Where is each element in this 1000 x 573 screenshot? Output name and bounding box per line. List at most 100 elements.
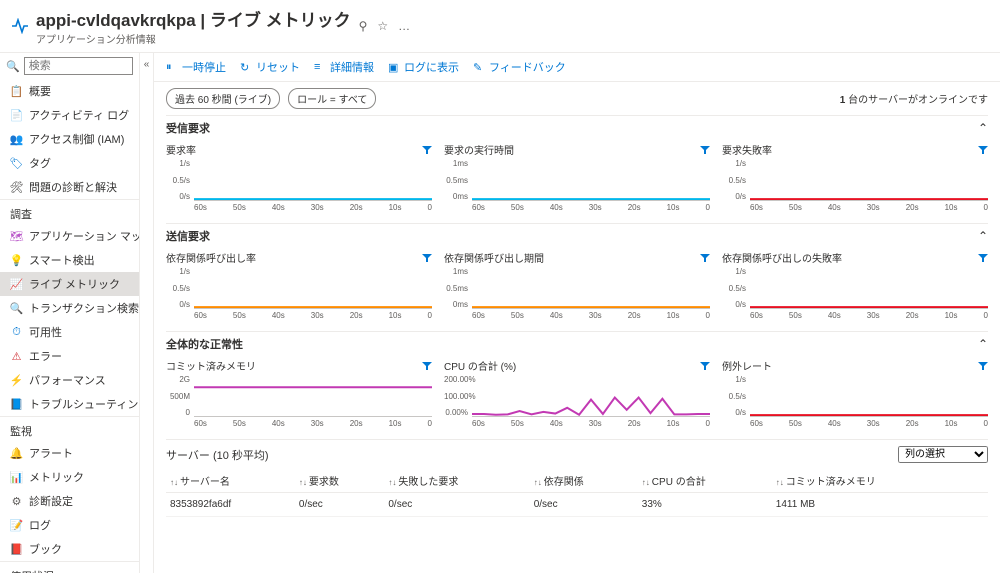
toolbar-label: 一時停止 — [182, 59, 226, 75]
filter-icon[interactable] — [422, 253, 432, 263]
y-tick: 0.5ms — [444, 284, 468, 293]
x-tick: 30s — [867, 311, 880, 323]
x-tick: 10s — [667, 419, 680, 431]
x-tick: 10s — [667, 311, 680, 323]
sidebar-search-input[interactable] — [24, 57, 133, 75]
toolbar-label: ログに表示 — [404, 59, 459, 75]
sidebar-item[interactable]: 🗺アプリケーション マップ — [0, 224, 139, 248]
x-tick: 20s — [906, 311, 919, 323]
sidebar-item[interactable]: 💡スマート検出 — [0, 248, 139, 272]
x-tick: 30s — [589, 311, 602, 323]
chart: 要求率1/s0.5/s0/s60s50s40s30s20s10s0 — [166, 140, 432, 219]
sidebar-item[interactable]: 📈ライブ メトリック — [0, 272, 139, 296]
sidebar-item[interactable]: 📋概要 — [0, 79, 139, 103]
x-tick: 40s — [550, 203, 563, 215]
filter-icon[interactable] — [978, 145, 988, 155]
y-tick: 1ms — [444, 159, 468, 168]
y-tick: 1/s — [166, 267, 190, 276]
filter-row: 過去 60 秒間 (ライブ) ロール = すべて 1 1 台のサーバーがオンライ… — [154, 82, 1000, 115]
sidebar-item[interactable]: ⚡パフォーマンス — [0, 368, 139, 392]
sidebar-item[interactable]: 🛠問題の診断と解決 — [0, 175, 139, 199]
nav-item-label: スマート検出 — [29, 252, 95, 268]
nav-item-label: ログ — [29, 517, 51, 533]
chart-title: 依存関係呼び出しの失敗率 — [722, 250, 978, 265]
sidebar-item[interactable]: 🔔アラート — [0, 441, 139, 465]
sidebar-item[interactable]: 📄アクティビティ ログ — [0, 103, 139, 127]
page-header: appi-cvldqavkrqkpa | ライブ メトリック アプリケーション分… — [0, 0, 1000, 53]
section-header[interactable]: 送信要求⌃ — [166, 223, 988, 248]
sidebar-item[interactable]: 👥アクセス制御 (IAM) — [0, 127, 139, 151]
toolbar-button[interactable]: ✎フィードバック — [473, 59, 566, 75]
filter-icon[interactable] — [978, 253, 988, 263]
table-cell: 1411 MB — [772, 493, 973, 517]
sort-icon: ↑↓ — [534, 478, 542, 487]
toolbar-button[interactable]: ↻リセット — [240, 59, 300, 75]
nav-item-icon: 🏷 — [10, 157, 23, 170]
nav-item-label: アラート — [29, 445, 73, 461]
nav-item-label: メトリック — [29, 469, 84, 485]
x-tick: 10s — [389, 419, 402, 431]
time-range-pill[interactable]: 過去 60 秒間 (ライブ) — [166, 88, 280, 109]
nav-group-title: 使用状況 — [0, 561, 139, 573]
sidebar: 🔍 📋概要📄アクティビティ ログ👥アクセス制御 (IAM)🏷タグ🛠問題の診断と解… — [0, 53, 140, 573]
section-header[interactable]: 全体的な正常性⌃ — [166, 331, 988, 356]
toolbar-button[interactable]: ⏸一時停止 — [166, 59, 226, 75]
filter-icon[interactable] — [700, 253, 710, 263]
filter-icon[interactable] — [422, 145, 432, 155]
x-tick: 10s — [389, 203, 402, 215]
table-row[interactable]: 8353892fa6df0/sec0/sec0/sec33%1411 MB — [166, 493, 988, 517]
sidebar-item[interactable]: 📕ブック — [0, 537, 139, 561]
nav-item-icon: 🛠 — [10, 181, 23, 194]
sidebar-collapse[interactable]: « — [140, 53, 154, 573]
column-select[interactable]: 列の選択 — [898, 446, 988, 463]
nav-item-icon: 📄 — [10, 109, 23, 122]
chart-title: 例外レート — [722, 358, 978, 373]
toolbar-button[interactable]: ≡詳細情報 — [314, 59, 374, 75]
servers-title: サーバー (10 秒平均) — [166, 447, 269, 463]
sidebar-item[interactable]: 🔍トランザクション検索 — [0, 296, 139, 320]
toolbar-icon: ✎ — [473, 61, 485, 73]
chart-title: CPU の合計 (%) — [444, 358, 700, 373]
x-tick: 0 — [984, 419, 988, 431]
filter-icon[interactable] — [978, 361, 988, 371]
table-header[interactable]: ↑↓サーバー名 — [166, 469, 295, 493]
toolbar-button[interactable]: ▣ログに表示 — [388, 59, 459, 75]
x-tick: 0 — [706, 419, 710, 431]
filter-icon[interactable] — [700, 145, 710, 155]
x-tick: 0 — [428, 203, 432, 215]
nav-item-icon: ⚠ — [10, 350, 23, 363]
filter-icon[interactable] — [422, 361, 432, 371]
x-tick: 50s — [511, 419, 524, 431]
more-icon[interactable]: … — [398, 19, 410, 33]
nav-item-icon: 📘 — [10, 398, 23, 411]
nav-item-label: 概要 — [29, 83, 51, 99]
section-title: 全体的な正常性 — [166, 336, 243, 352]
table-header[interactable]: ↑↓コミット済みメモリ — [772, 469, 973, 493]
x-tick: 60s — [750, 203, 763, 215]
nav-item-label: トラブルシューティング ガイド (プレビュー) — [29, 396, 139, 412]
sidebar-item[interactable]: 📝ログ — [0, 513, 139, 537]
sidebar-item[interactable]: 🏷タグ — [0, 151, 139, 175]
nav-item-label: アクセス制御 (IAM) — [29, 131, 124, 147]
sidebar-item[interactable]: 📘 トラブルシューティング ガイド (プレビュー) — [0, 392, 139, 416]
filter-icon[interactable] — [700, 361, 710, 371]
sidebar-item[interactable]: ⚠エラー — [0, 344, 139, 368]
nav-item-label: 可用性 — [29, 324, 62, 340]
table-header[interactable]: ↑↓CPU の合計 — [638, 469, 772, 493]
role-filter-pill[interactable]: ロール = すべて — [288, 88, 376, 109]
y-tick: 0ms — [444, 300, 468, 309]
table-header[interactable]: ↑↓要求数 — [295, 469, 384, 493]
sidebar-item[interactable]: 📊メトリック — [0, 465, 139, 489]
x-tick: 20s — [906, 419, 919, 431]
sidebar-item[interactable]: ⏱可用性 — [0, 320, 139, 344]
chart-title: 依存関係呼び出し期間 — [444, 250, 700, 265]
sidebar-item[interactable]: ⚙診断設定 — [0, 489, 139, 513]
x-tick: 20s — [906, 203, 919, 215]
section-header[interactable]: 受信要求⌃ — [166, 115, 988, 140]
table-header[interactable]: ↑↓失敗した要求 — [384, 469, 529, 493]
table-header[interactable]: ↑↓依存関係 — [530, 469, 638, 493]
main-content: ⏸一時停止 ↻リセット ≡詳細情報 ▣ログに表示 ✎フィードバック 過去 60 秒間 (… — [154, 53, 1000, 573]
star-icon[interactable]: ☆ — [377, 19, 388, 33]
y-tick: 0.5/s — [722, 284, 746, 293]
pin-icon[interactable]: ⚲ — [359, 19, 368, 33]
